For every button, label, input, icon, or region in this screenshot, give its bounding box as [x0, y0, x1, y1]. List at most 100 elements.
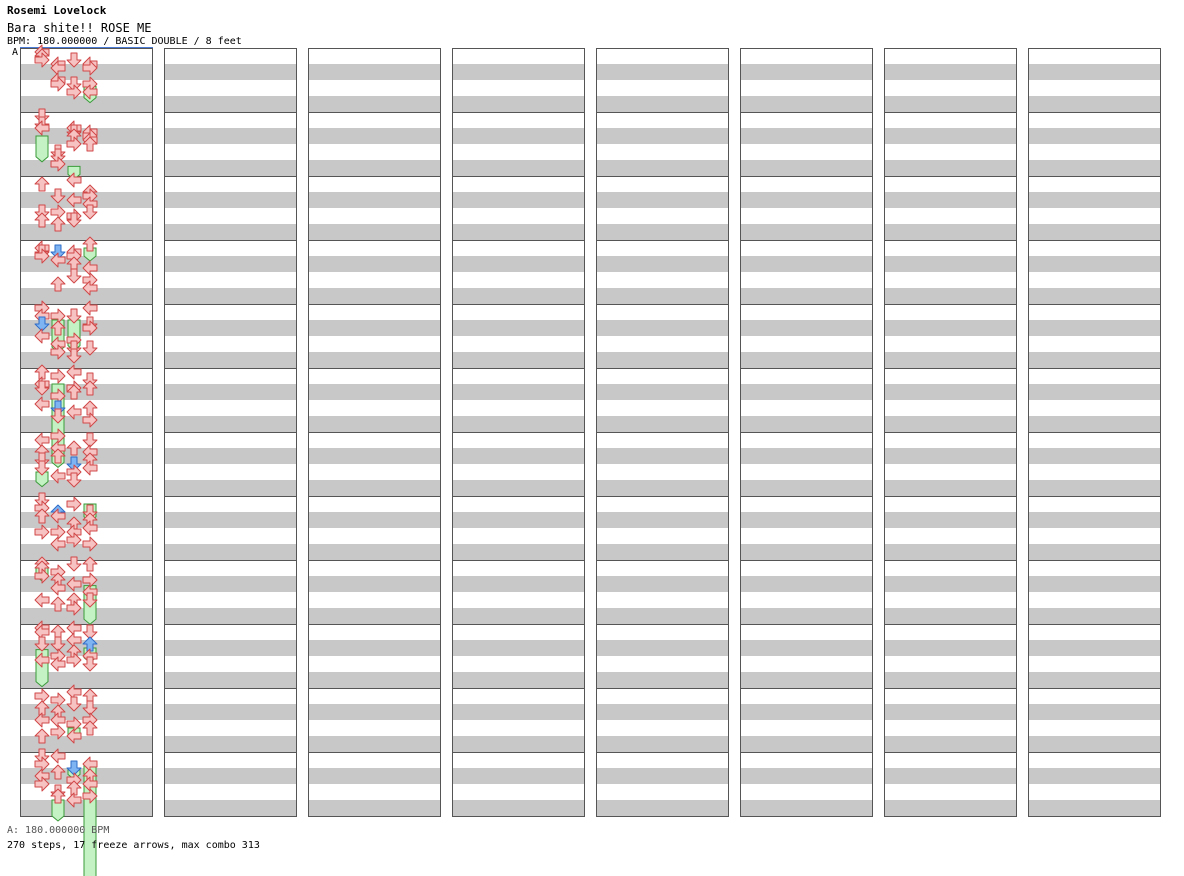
beat-stripe	[884, 512, 1017, 528]
beat-stripe	[1028, 384, 1161, 400]
beat-stripe	[1028, 736, 1161, 752]
beat-stripe	[1028, 352, 1161, 368]
beat-stripe	[1028, 96, 1161, 112]
step-arrow-left	[82, 280, 98, 296]
beat-stripe	[20, 544, 153, 560]
step-arrow-left	[66, 192, 82, 208]
beat-stripe	[20, 160, 153, 176]
step-arrow-down	[34, 636, 50, 652]
step-arrow-right	[82, 536, 98, 552]
beat-stripe	[596, 608, 729, 624]
step-arrow-right	[50, 308, 66, 324]
beat-stripe	[308, 288, 441, 304]
beat-stripe	[164, 448, 297, 464]
beat-stripe	[452, 480, 585, 496]
step-arrow-right	[34, 776, 50, 792]
step-arrow-right	[50, 428, 66, 444]
step-arrow-left	[34, 712, 50, 728]
beat-stripe	[1028, 608, 1161, 624]
beat-stripe	[1028, 256, 1161, 272]
step-arrow-left	[82, 460, 98, 476]
step-arrow-up	[82, 136, 98, 152]
beat-stripe	[740, 96, 873, 112]
step-arrow-left	[66, 684, 82, 700]
beat-stripe	[308, 640, 441, 656]
bpm-section-marker: A	[12, 47, 19, 58]
step-arrow-down	[34, 204, 50, 220]
beat-stripe	[164, 288, 297, 304]
step-arrow-up	[34, 212, 50, 228]
footer-bpm: A: 180.000000 BPM	[7, 825, 110, 836]
beat-stripe	[596, 480, 729, 496]
step-arrow-right	[66, 84, 82, 100]
step-arrow-left	[50, 712, 66, 728]
step-arrow-up	[50, 276, 66, 292]
step-arrow-up	[34, 364, 50, 380]
beat-stripe	[452, 384, 585, 400]
chart-block	[596, 48, 729, 817]
step-arrow-left	[82, 84, 98, 100]
beat-stripe	[20, 224, 153, 240]
beat-stripe	[164, 128, 297, 144]
beat-stripe	[596, 512, 729, 528]
step-arrow-down	[66, 456, 82, 472]
beat-stripe	[596, 224, 729, 240]
beat-stripe	[164, 416, 297, 432]
beat-stripe	[596, 256, 729, 272]
step-arrow-down	[50, 636, 66, 652]
step-arrow-down	[34, 380, 50, 396]
beat-stripe	[164, 736, 297, 752]
beat-stripe	[308, 544, 441, 560]
beat-stripe	[308, 480, 441, 496]
step-arrow-left	[34, 624, 50, 640]
beat-stripe	[452, 768, 585, 784]
beat-stripe	[452, 192, 585, 208]
step-arrow-up	[34, 508, 50, 524]
beat-stripe	[596, 544, 729, 560]
step-arrow-left	[66, 576, 82, 592]
beat-stripe	[164, 544, 297, 560]
beat-stripe	[740, 256, 873, 272]
beat-stripe	[1028, 160, 1161, 176]
step-arrow-up	[50, 764, 66, 780]
step-arrow-up	[66, 780, 82, 796]
step-arrow-left	[50, 656, 66, 672]
step-arrow-up	[50, 448, 66, 464]
step-arrow-up	[34, 700, 50, 716]
step-arrow-right	[50, 204, 66, 220]
step-arrow-down	[82, 624, 98, 640]
step-arrow-right	[82, 320, 98, 336]
beat-stripe	[20, 288, 153, 304]
step-arrow-down	[66, 472, 82, 488]
beat-stripe	[20, 672, 153, 688]
beat-stripe	[596, 768, 729, 784]
beat-stripe	[1028, 640, 1161, 656]
beat-stripe	[596, 672, 729, 688]
beat-stripe	[596, 448, 729, 464]
step-arrow-down	[82, 432, 98, 448]
chart-block	[1028, 48, 1161, 817]
step-arrow-up	[66, 384, 82, 400]
beat-stripe	[452, 544, 585, 560]
beat-stripe	[1028, 672, 1161, 688]
step-arrow-right	[34, 524, 50, 540]
step-arrow-left	[66, 632, 82, 648]
step-arrow-down	[66, 308, 82, 324]
beat-stripe	[596, 160, 729, 176]
beat-stripe	[164, 576, 297, 592]
beat-stripe	[596, 736, 729, 752]
beat-stripe	[164, 480, 297, 496]
step-arrow-down	[82, 656, 98, 672]
beat-stripe	[596, 800, 729, 816]
chart-block	[884, 48, 1017, 817]
step-arrow-up	[82, 400, 98, 416]
song-title: Bara shite!! ROSE ME	[7, 21, 152, 35]
step-arrow-left	[50, 60, 66, 76]
step-arrow-left	[50, 440, 66, 456]
beat-stripe	[452, 672, 585, 688]
step-arrow-right	[34, 52, 50, 68]
beat-stripe	[452, 96, 585, 112]
beat-stripe	[884, 224, 1017, 240]
beat-stripe	[164, 768, 297, 784]
step-arrow-down	[50, 148, 66, 164]
